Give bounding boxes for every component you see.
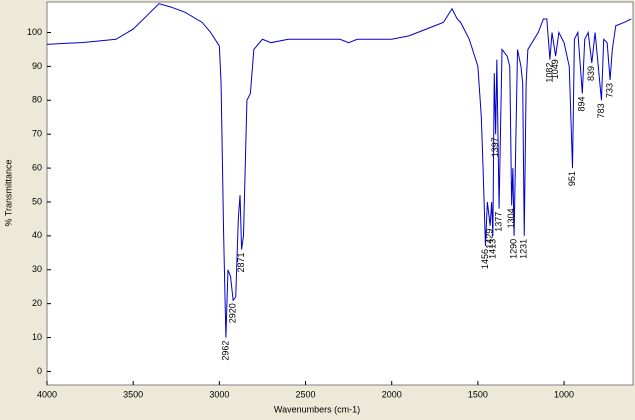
- y-tick-label: 20: [32, 298, 42, 308]
- y-tick-label: 70: [32, 129, 42, 139]
- x-axis-label: Wavenumbers (cm-1): [274, 404, 360, 414]
- x-tick-label: 1000: [554, 389, 574, 399]
- peak-label: 1429: [484, 229, 494, 249]
- x-tick-label: 2500: [296, 389, 316, 399]
- peak-label: 783: [596, 103, 606, 118]
- y-tick-label: 50: [32, 196, 42, 206]
- peak-label: 1231: [519, 239, 529, 259]
- peak-label: 1304: [506, 208, 516, 228]
- x-tick-label: 2000: [382, 389, 402, 399]
- peak-label: 2962: [220, 341, 230, 361]
- y-tick-label: 100: [27, 27, 42, 37]
- x-tick-label: 1500: [468, 389, 488, 399]
- peak-label: 1456: [480, 249, 490, 269]
- y-tick-label: 30: [32, 264, 42, 274]
- y-tick-label: 80: [32, 95, 42, 105]
- y-tick-label: 90: [32, 61, 42, 71]
- peak-label: 1397: [490, 137, 500, 157]
- peak-label: 894: [577, 97, 587, 112]
- plot-area: [46, 1, 634, 386]
- x-tick-label: 3000: [209, 389, 229, 399]
- peak-label: 1377: [493, 212, 503, 232]
- y-axis-label: % Transmittance: [3, 159, 13, 226]
- x-tick-label: 4000: [37, 389, 57, 399]
- peak-label: 733: [604, 83, 614, 98]
- x-tick-label: 3500: [123, 389, 143, 399]
- y-tick-label: 40: [32, 230, 42, 240]
- peak-label: 1413: [487, 239, 497, 259]
- peak-label: 951: [567, 171, 577, 186]
- y-tick-label: 10: [32, 332, 42, 342]
- y-tick-label: 0: [37, 366, 42, 376]
- peak-label: 1290: [508, 239, 518, 259]
- peak-label: 2871: [236, 252, 246, 272]
- peak-label: 2920: [228, 303, 238, 323]
- spectrum-line: [46, 3, 632, 338]
- peak-label: 839: [586, 66, 596, 81]
- peak-label: 1049: [550, 59, 560, 79]
- y-tick-label: 60: [32, 162, 42, 172]
- peak-label: 1082: [544, 63, 554, 83]
